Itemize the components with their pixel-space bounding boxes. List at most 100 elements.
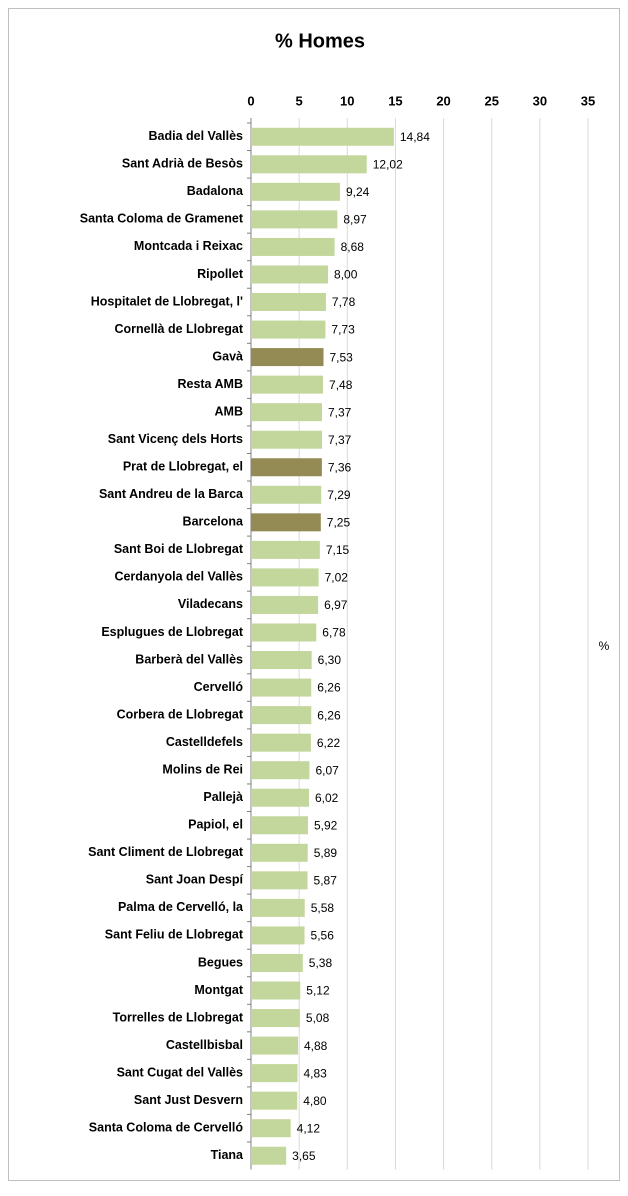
bar xyxy=(251,210,338,229)
category-label: Sant Just Desvern xyxy=(134,1093,243,1107)
category-label: Castelldefels xyxy=(166,735,243,749)
bar xyxy=(251,761,310,780)
bar xyxy=(251,127,394,146)
category-label: Castellbisbal xyxy=(166,1038,243,1052)
category-label: Montgat xyxy=(194,983,243,997)
value-label: 5,08 xyxy=(306,1011,330,1025)
value-label: 4,80 xyxy=(303,1094,327,1108)
category-label: Cervelló xyxy=(194,680,244,694)
category-label: Papiol, el xyxy=(188,818,243,832)
value-label: 4,12 xyxy=(297,1121,321,1135)
x-tick-label: 25 xyxy=(484,93,498,108)
value-label: 9,24 xyxy=(346,185,370,199)
bar xyxy=(251,871,308,890)
bar xyxy=(251,953,303,972)
category-label: Cerdanyola del Vallès xyxy=(114,570,243,584)
bar xyxy=(251,182,340,201)
bar xyxy=(251,1119,291,1138)
value-label: 3,65 xyxy=(292,1149,316,1163)
bar xyxy=(251,595,319,614)
value-label: 5,89 xyxy=(314,846,338,860)
value-label: 7,53 xyxy=(330,350,354,364)
value-label: 8,00 xyxy=(334,268,358,282)
value-label: 7,48 xyxy=(329,378,353,392)
bar xyxy=(251,898,305,917)
category-label: Resta AMB xyxy=(177,377,243,391)
bar xyxy=(251,568,319,587)
category-label: Santa Coloma de Gramenet xyxy=(80,212,244,226)
category-label: Esplugues de Llobregat xyxy=(101,625,244,639)
category-label: Hospitalet de Llobregat, l' xyxy=(91,294,243,308)
value-label: 7,02 xyxy=(325,571,349,585)
value-label: 7,73 xyxy=(331,323,355,337)
bar xyxy=(251,265,329,284)
bar xyxy=(251,1146,287,1165)
value-label: 7,25 xyxy=(327,516,351,530)
bar xyxy=(251,1064,298,1083)
value-label: 6,78 xyxy=(322,626,346,640)
category-label: Sant Adrià de Besòs xyxy=(122,157,243,171)
category-label: Prat de Llobregat, el xyxy=(123,460,243,474)
value-label: 4,88 xyxy=(304,1039,328,1053)
bar xyxy=(251,623,317,642)
bar xyxy=(251,375,324,394)
value-label: 6,22 xyxy=(317,736,341,750)
category-label: Tiana xyxy=(211,1148,244,1162)
category-label: Sant Vicenç dels Horts xyxy=(108,432,243,446)
value-label: 5,56 xyxy=(311,929,335,943)
bar xyxy=(251,788,309,807)
bar xyxy=(251,403,322,422)
bar xyxy=(251,1009,300,1028)
value-label: 5,38 xyxy=(309,956,333,970)
bar xyxy=(251,926,305,945)
x-tick-label: 30 xyxy=(533,93,547,108)
category-label: Sant Andreu de la Barca xyxy=(99,487,244,501)
value-label: 4,83 xyxy=(304,1066,328,1080)
bar xyxy=(251,320,326,339)
category-label: Pallejà xyxy=(203,790,243,804)
bar xyxy=(251,843,308,862)
bar xyxy=(251,706,312,725)
category-label: Gavà xyxy=(212,349,243,363)
value-label: 7,37 xyxy=(328,433,352,447)
category-label: Palma de Cervelló, la xyxy=(118,900,244,914)
value-label: 7,29 xyxy=(327,488,351,502)
value-label: 12,02 xyxy=(373,157,403,171)
category-label: Montcada i Reixac xyxy=(134,239,243,253)
bar xyxy=(251,513,321,532)
x-tick-label: 10 xyxy=(340,93,354,108)
x-tick-label: 5 xyxy=(296,93,303,108)
bar xyxy=(251,348,324,367)
value-label: 6,97 xyxy=(324,598,348,612)
value-label: 5,12 xyxy=(306,984,330,998)
bar xyxy=(251,485,322,504)
chart-title: % Homes xyxy=(275,30,365,52)
value-label: 6,02 xyxy=(315,791,339,805)
category-label: Sant Boi de Llobregat xyxy=(114,542,244,556)
category-label: Torrelles de Llobregat xyxy=(113,1010,244,1024)
bar xyxy=(251,458,322,477)
bar xyxy=(251,155,367,174)
category-label: Sant Joan Despí xyxy=(146,873,244,887)
bar xyxy=(251,678,312,697)
bar xyxy=(251,237,335,256)
bar xyxy=(251,430,322,449)
value-label: 14,84 xyxy=(400,130,430,144)
category-label: Ripollet xyxy=(197,267,244,281)
category-label: Barberà del Vallès xyxy=(135,652,243,666)
bar xyxy=(251,540,320,559)
value-label: 7,78 xyxy=(332,295,356,309)
value-label: 7,37 xyxy=(328,405,352,419)
bar xyxy=(251,816,309,835)
value-label: 6,26 xyxy=(317,708,341,722)
category-label: Viladecans xyxy=(178,597,243,611)
category-label: Sant Climent de Llobregat xyxy=(88,845,244,859)
value-label: 5,87 xyxy=(314,874,338,888)
x-tick-label: 15 xyxy=(388,93,402,108)
category-label: Cornellà de Llobregat xyxy=(115,322,244,336)
bar xyxy=(251,981,301,1000)
x-tick-label: 35 xyxy=(581,93,595,108)
category-label: Molins de Rei xyxy=(162,762,243,776)
category-label: Badalona xyxy=(187,184,244,198)
